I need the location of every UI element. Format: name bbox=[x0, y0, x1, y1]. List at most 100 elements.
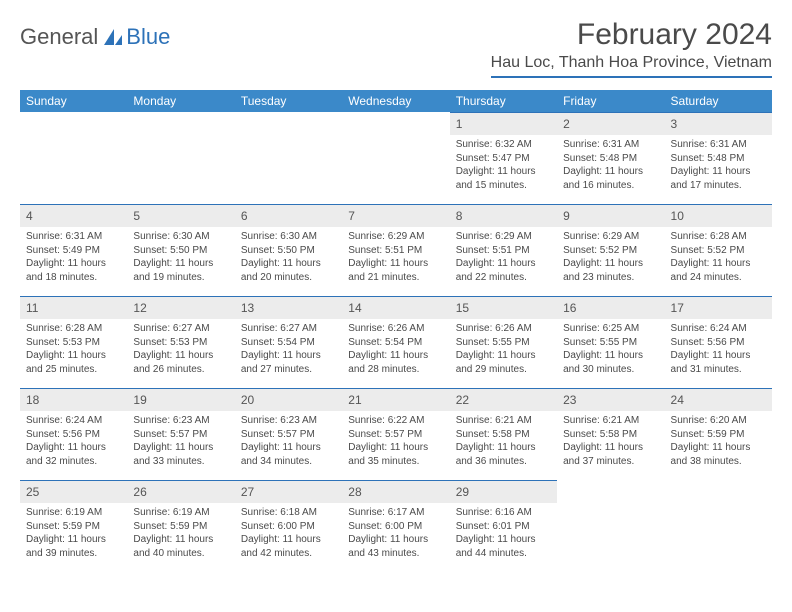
daylight-line: Daylight: 11 hours and 18 minutes. bbox=[26, 257, 121, 284]
logo-text-blue: Blue bbox=[126, 24, 170, 50]
calendar-day-cell: 25Sunrise: 6:19 AMSunset: 5:59 PMDayligh… bbox=[20, 480, 127, 572]
day-number: 14 bbox=[342, 296, 449, 319]
calendar-day-cell: 15Sunrise: 6:26 AMSunset: 5:55 PMDayligh… bbox=[450, 296, 557, 388]
sunrise-line: Sunrise: 6:19 AM bbox=[26, 506, 121, 520]
calendar-day-cell: 10 Sunrise: 6:28 AMSunset: 5:52 PMDayligh… bbox=[665, 204, 772, 296]
daylight-line: Daylight: 11 hours and 25 minutes. bbox=[26, 349, 121, 376]
day-body: Sunrise: 6:29 AMSunset: 5:51 PMDaylight:… bbox=[342, 227, 449, 290]
day-body: Sunrise: 6:21 AMSunset: 5:58 PMDaylight:… bbox=[450, 411, 557, 474]
sunset-line: Sunset: 5:48 PM bbox=[563, 152, 658, 166]
day-number: 19 bbox=[127, 388, 234, 411]
sunset-line: Sunset: 5:59 PM bbox=[133, 520, 228, 534]
sunrise-line: Sunrise: 6:24 AM bbox=[26, 414, 121, 428]
header: General Blue February 2024 Hau Loc, Than… bbox=[20, 18, 772, 78]
sunrise-line: Sunrise: 6:27 AM bbox=[133, 322, 228, 336]
day-body: Sunrise: 6:21 AMSunset: 5:58 PMDaylight:… bbox=[557, 411, 664, 474]
daylight-line: Daylight: 11 hours and 28 minutes. bbox=[348, 349, 443, 376]
sunrise-line: Sunrise: 6:26 AM bbox=[456, 322, 551, 336]
day-number: 4 bbox=[20, 204, 127, 227]
calendar-day-cell: 6Sunrise: 6:30 AMSunset: 5:50 PMDaylight… bbox=[235, 204, 342, 296]
day-body: Sunrise: 6:28 AMSunset: 5:53 PMDaylight:… bbox=[20, 319, 127, 382]
sunrise-line: Sunrise: 6:25 AM bbox=[563, 322, 658, 336]
day-body: Sunrise: 6:19 AMSunset: 5:59 PMDaylight:… bbox=[127, 503, 234, 566]
calendar-day-cell: 8Sunrise: 6:29 AMSunset: 5:51 PMDaylight… bbox=[450, 204, 557, 296]
sunrise-line: Sunrise: 6:26 AM bbox=[348, 322, 443, 336]
day-body: Sunrise: 6:31 AMSunset: 5:49 PMDaylight:… bbox=[20, 227, 127, 290]
calendar-empty-cell bbox=[665, 480, 772, 572]
sunset-line: Sunset: 6:00 PM bbox=[241, 520, 336, 534]
calendar-week-row: 18Sunrise: 6:24 AMSunset: 5:56 PMDayligh… bbox=[20, 388, 772, 480]
sunrise-line: Sunrise: 6:30 AM bbox=[133, 230, 228, 244]
month-title: February 2024 bbox=[491, 18, 772, 52]
daylight-line: Daylight: 11 hours and 42 minutes. bbox=[241, 533, 336, 560]
day-body: Sunrise: 6:26 AMSunset: 5:54 PMDaylight:… bbox=[342, 319, 449, 382]
day-number: 7 bbox=[342, 204, 449, 227]
sunset-line: Sunset: 5:52 PM bbox=[671, 244, 766, 258]
calendar-day-cell: 4Sunrise: 6:31 AMSunset: 5:49 PMDaylight… bbox=[20, 204, 127, 296]
day-body: Sunrise: 6:24 AMSunset: 5:56 PMDaylight:… bbox=[20, 411, 127, 474]
day-body: Sunrise: 6:19 AMSunset: 5:59 PMDaylight:… bbox=[20, 503, 127, 566]
calendar-day-cell: 26Sunrise: 6:19 AMSunset: 5:59 PMDayligh… bbox=[127, 480, 234, 572]
daylight-line: Daylight: 11 hours and 32 minutes. bbox=[26, 441, 121, 468]
sunrise-line: Sunrise: 6:16 AM bbox=[456, 506, 551, 520]
day-number: 3 bbox=[665, 112, 772, 135]
day-number: 10 bbox=[665, 204, 772, 227]
day-body: Sunrise: 6:23 AMSunset: 5:57 PMDaylight:… bbox=[235, 411, 342, 474]
sunset-line: Sunset: 5:50 PM bbox=[133, 244, 228, 258]
calendar-day-cell: 21Sunrise: 6:22 AMSunset: 5:57 PMDayligh… bbox=[342, 388, 449, 480]
calendar-day-cell: 17Sunrise: 6:24 AMSunset: 5:56 PMDayligh… bbox=[665, 296, 772, 388]
sunset-line: Sunset: 6:00 PM bbox=[348, 520, 443, 534]
day-number: 23 bbox=[557, 388, 664, 411]
sunrise-line: Sunrise: 6:32 AM bbox=[456, 138, 551, 152]
calendar-day-cell: 14Sunrise: 6:26 AMSunset: 5:54 PMDayligh… bbox=[342, 296, 449, 388]
sunset-line: Sunset: 5:53 PM bbox=[26, 336, 121, 350]
sunrise-line: Sunrise: 6:21 AM bbox=[456, 414, 551, 428]
sunset-line: Sunset: 5:57 PM bbox=[241, 428, 336, 442]
calendar-week-row: 1Sunrise: 6:32 AMSunset: 5:47 PMDaylight… bbox=[20, 112, 772, 204]
sunset-line: Sunset: 5:54 PM bbox=[348, 336, 443, 350]
calendar-empty-cell bbox=[127, 112, 234, 204]
sunset-line: Sunset: 5:56 PM bbox=[26, 428, 121, 442]
sunset-line: Sunset: 5:56 PM bbox=[671, 336, 766, 350]
daylight-line: Daylight: 11 hours and 16 minutes. bbox=[563, 165, 658, 192]
day-number: 26 bbox=[127, 480, 234, 503]
sunrise-line: Sunrise: 6:28 AM bbox=[671, 230, 766, 244]
sunset-line: Sunset: 5:59 PM bbox=[671, 428, 766, 442]
sunrise-line: Sunrise: 6:24 AM bbox=[671, 322, 766, 336]
sunrise-line: Sunrise: 6:29 AM bbox=[348, 230, 443, 244]
calendar-week-row: 4Sunrise: 6:31 AMSunset: 5:49 PMDaylight… bbox=[20, 204, 772, 296]
sunset-line: Sunset: 5:55 PM bbox=[456, 336, 551, 350]
day-number: 5 bbox=[127, 204, 234, 227]
daylight-line: Daylight: 11 hours and 23 minutes. bbox=[563, 257, 658, 284]
day-number: 12 bbox=[127, 296, 234, 319]
sunrise-line: Sunrise: 6:23 AM bbox=[241, 414, 336, 428]
daylight-line: Daylight: 11 hours and 24 minutes. bbox=[671, 257, 766, 284]
calendar-day-cell: 18Sunrise: 6:24 AMSunset: 5:56 PMDayligh… bbox=[20, 388, 127, 480]
day-body: Sunrise: 6:31 AMSunset: 5:48 PMDaylight:… bbox=[665, 135, 772, 198]
sunset-line: Sunset: 5:49 PM bbox=[26, 244, 121, 258]
calendar-day-cell: 23Sunrise: 6:21 AMSunset: 5:58 PMDayligh… bbox=[557, 388, 664, 480]
day-body: Sunrise: 6:30 AMSunset: 5:50 PMDaylight:… bbox=[235, 227, 342, 290]
daylight-line: Daylight: 11 hours and 22 minutes. bbox=[456, 257, 551, 284]
calendar-day-cell: 1Sunrise: 6:32 AMSunset: 5:47 PMDaylight… bbox=[450, 112, 557, 204]
daylight-line: Daylight: 11 hours and 38 minutes. bbox=[671, 441, 766, 468]
daylight-line: Daylight: 11 hours and 20 minutes. bbox=[241, 257, 336, 284]
sunrise-line: Sunrise: 6:17 AM bbox=[348, 506, 443, 520]
sunset-line: Sunset: 5:53 PM bbox=[133, 336, 228, 350]
sunset-line: Sunset: 5:51 PM bbox=[456, 244, 551, 258]
calendar-table: SundayMondayTuesdayWednesdayThursdayFrid… bbox=[20, 90, 772, 572]
day-number: 25 bbox=[20, 480, 127, 503]
sunrise-line: Sunrise: 6:31 AM bbox=[26, 230, 121, 244]
day-number: 1 bbox=[450, 112, 557, 135]
weekday-header: Saturday bbox=[665, 90, 772, 112]
calendar-day-cell: 12Sunrise: 6:27 AMSunset: 5:53 PMDayligh… bbox=[127, 296, 234, 388]
day-body: Sunrise: 6:22 AMSunset: 5:57 PMDaylight:… bbox=[342, 411, 449, 474]
sunrise-line: Sunrise: 6:31 AM bbox=[671, 138, 766, 152]
day-body: Sunrise: 6:27 AMSunset: 5:54 PMDaylight:… bbox=[235, 319, 342, 382]
weekday-header: Sunday bbox=[20, 90, 127, 112]
day-number: 2 bbox=[557, 112, 664, 135]
day-number: 6 bbox=[235, 204, 342, 227]
day-number: 8 bbox=[450, 204, 557, 227]
sunset-line: Sunset: 5:48 PM bbox=[671, 152, 766, 166]
calendar-week-row: 11Sunrise: 6:28 AMSunset: 5:53 PMDayligh… bbox=[20, 296, 772, 388]
